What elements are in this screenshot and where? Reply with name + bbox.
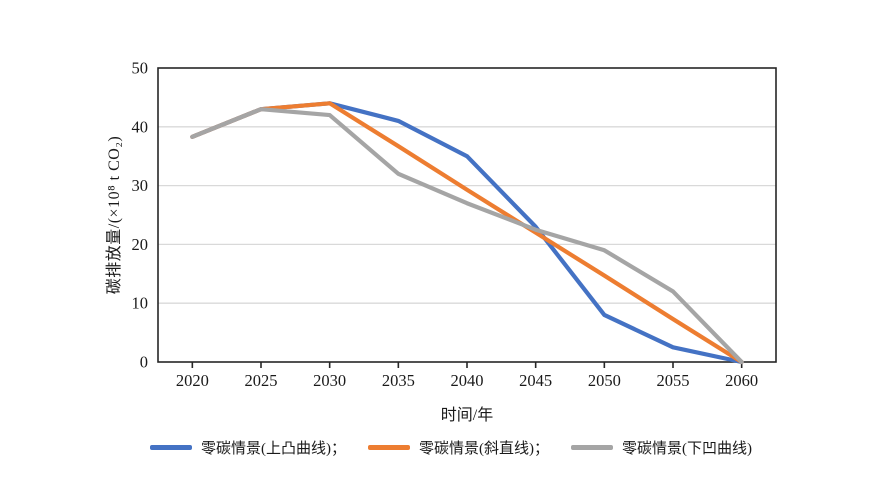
x-tick-label-2050: 2050 <box>588 371 621 390</box>
x-tick-label-2040: 2040 <box>451 371 484 390</box>
legend-label-0: 零碳情景(上凸曲线)； <box>201 441 346 457</box>
legend-swatch-2 <box>571 445 613 450</box>
y-tick-label-0: 0 <box>140 353 148 372</box>
y-tick-label-30: 30 <box>132 176 149 195</box>
y-tick-label-20: 20 <box>132 235 149 254</box>
y-tick-label-40: 40 <box>132 117 149 136</box>
series-line-1 <box>190 101 744 365</box>
x-tick-label-2055: 2055 <box>657 371 690 390</box>
y-axis-title: 碳排放量/(×10⁸ t CO₂) <box>106 135 123 295</box>
y-tick-label-10: 10 <box>132 294 149 313</box>
x-axis-title: 时间/年 <box>440 407 494 424</box>
series-line-2 <box>190 107 744 365</box>
x-tick-label-2035: 2035 <box>382 371 415 390</box>
x-tick-label-2045: 2045 <box>519 371 552 390</box>
x-tick-label-2030: 2030 <box>313 371 346 390</box>
legend-item-1: 零碳情景(斜直线)； <box>368 437 549 458</box>
x-tick-label-2020: 2020 <box>176 371 209 390</box>
series-line-0 <box>190 101 744 365</box>
y-tick-label-50: 50 <box>132 59 149 78</box>
legend: 零碳情景(上凸曲线)； 零碳情景(斜直线)； 零碳情景(下凹曲线) <box>150 437 752 458</box>
legend-item-2: 零碳情景(下凹曲线) <box>571 437 752 458</box>
x-tick-label-2025: 2025 <box>245 371 278 390</box>
legend-label-2: 零碳情景(下凹曲线) <box>622 441 752 457</box>
legend-swatch-1 <box>368 445 410 450</box>
legend-swatch-0 <box>150 445 192 450</box>
x-tick-label-2060: 2060 <box>725 371 758 390</box>
legend-item-0: 零碳情景(上凸曲线)； <box>150 437 346 458</box>
legend-label-1: 零碳情景(斜直线)； <box>419 441 549 457</box>
